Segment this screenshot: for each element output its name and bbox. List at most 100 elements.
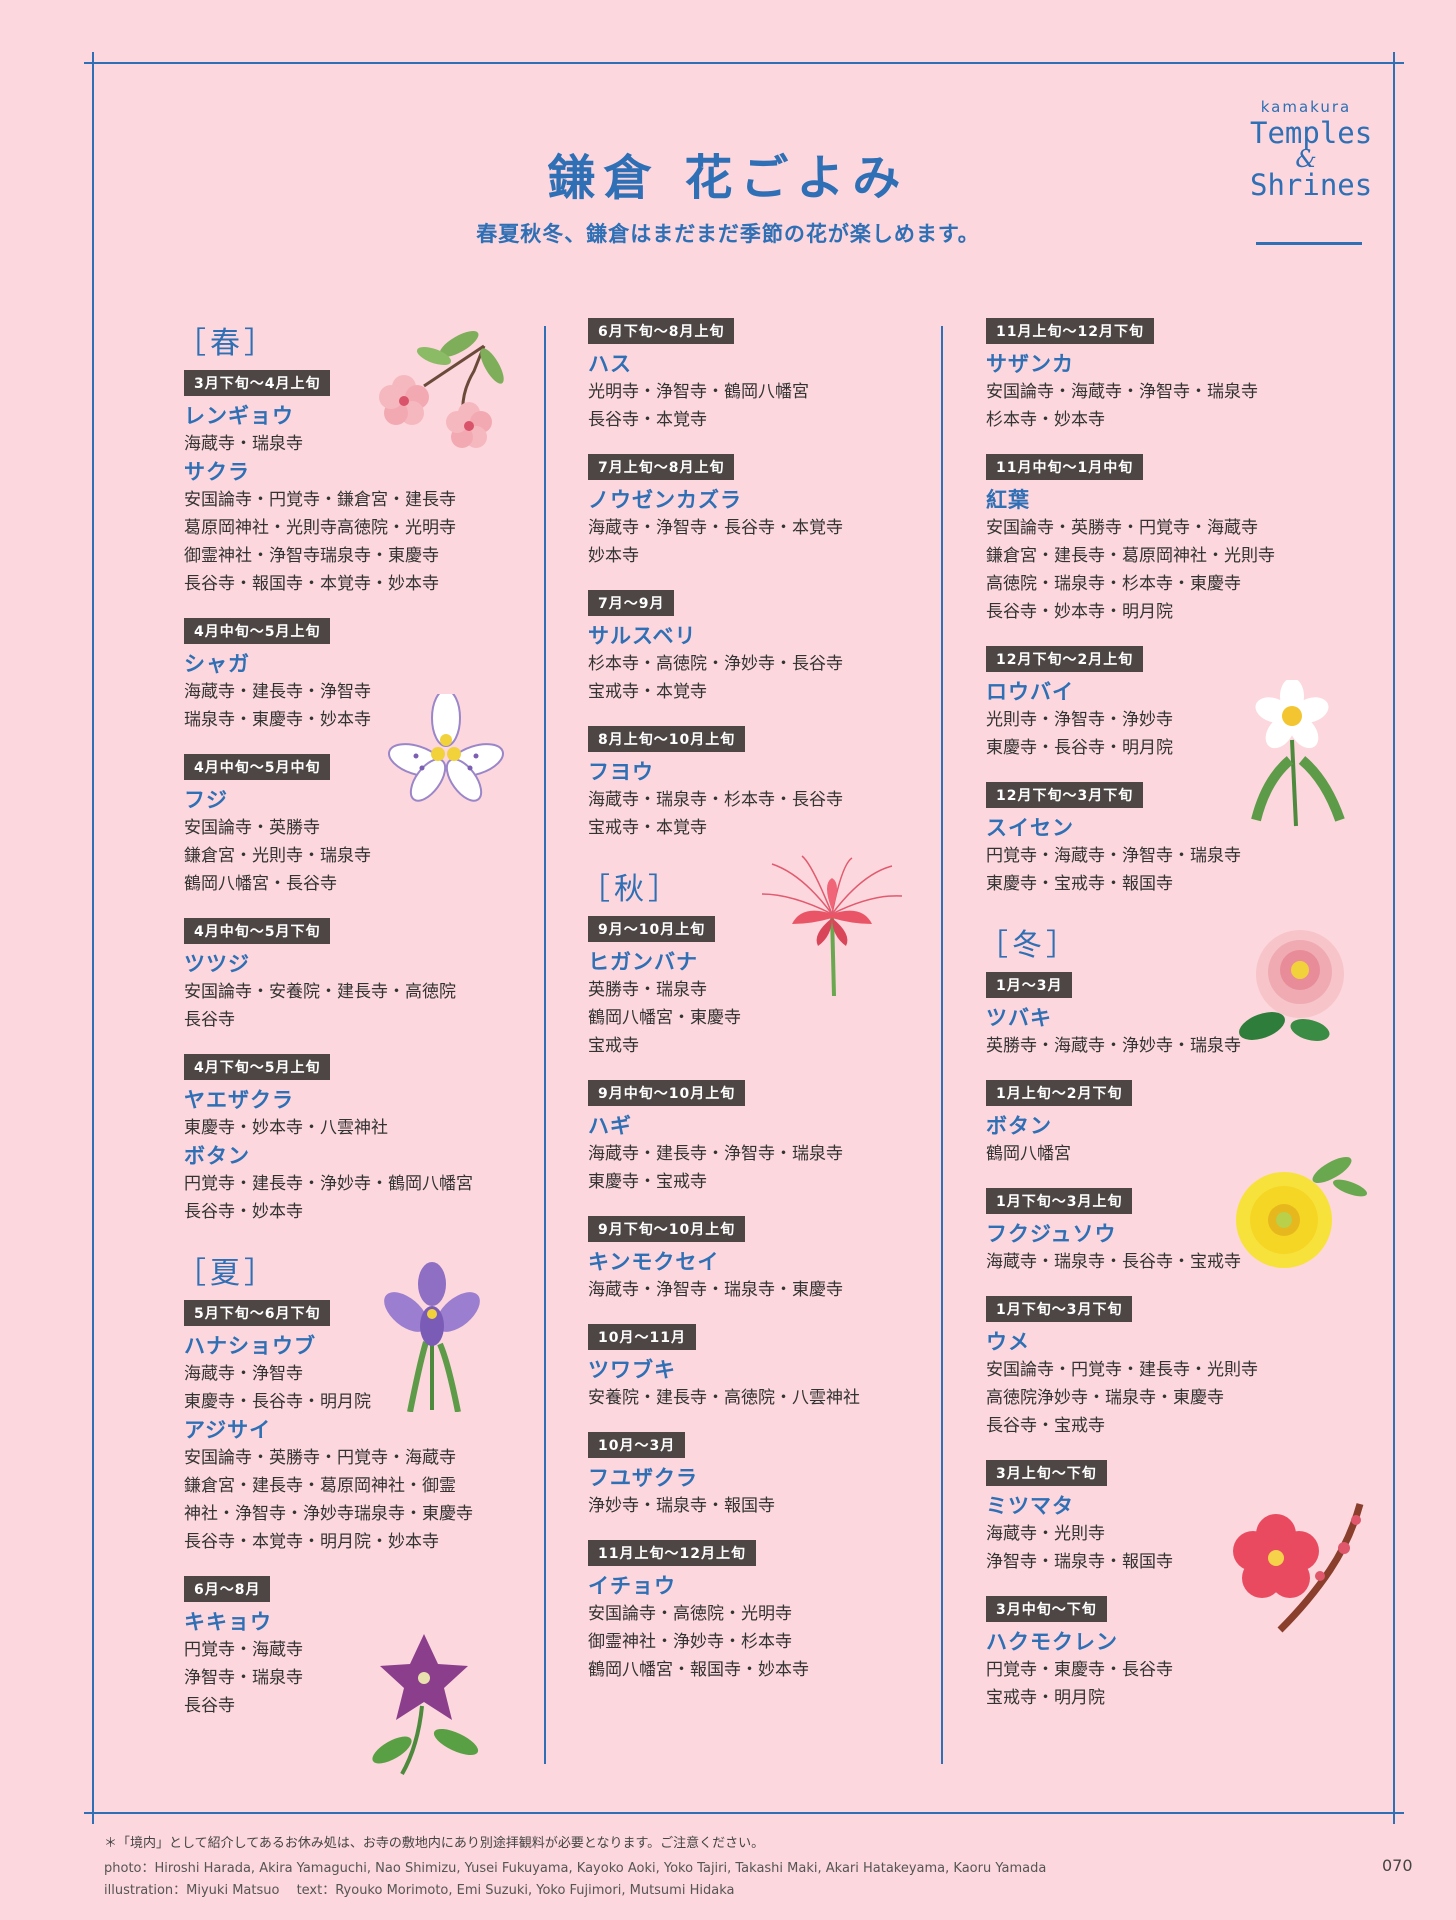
footnote: ＊「境内」として紹介してあるお休み処は、お寺の敷地内にあり別途拝観料が必要となり… — [104, 1836, 765, 1851]
logo-underline — [1256, 242, 1362, 245]
flower-name: ハギ — [588, 1114, 632, 1138]
flower-entry: 7月上旬～8月上旬 ノウゼンカズラ 海蔵寺・浄智寺・長谷寺・本覚寺 妙本寺 — [588, 454, 860, 570]
suisen-illustration — [1251, 680, 1345, 827]
flower-entry: 9月中旬～10月上旬 ハギ 海蔵寺・建長寺・浄智寺・瑞泉寺 東慶寺・宝戒寺 — [588, 1080, 860, 1196]
flower-entry: 6月～8月 キキョウ 円覚寺・海蔵寺 浄智寺・瑞泉寺 長谷寺 — [184, 1576, 473, 1720]
flower-name: フジ — [184, 788, 228, 812]
period-badge: 6月下旬～8月上旬 — [588, 318, 735, 344]
temple-list: 海蔵寺・建長寺・浄智寺 瑞泉寺・東慶寺・妙本寺 — [184, 682, 371, 730]
period-badge: 9月中旬～10月上旬 — [588, 1080, 746, 1106]
page-number: 070 — [1382, 1856, 1413, 1875]
temple-list: 安国論寺・英勝寺・円覚寺・海蔵寺 鎌倉宮・建長寺・葛原岡神社・光則寺 高徳院・瑞… — [986, 518, 1275, 622]
flower-entry: 5月下旬～6月下旬 ハナショウブ 海蔵寺・浄智寺 東慶寺・長谷寺・明月院 アジサイ 安国… — [184, 1300, 473, 1556]
ayame-illustration — [384, 1262, 480, 1412]
flower-entry: 1月下旬～3月上旬 フクジュソウ 海蔵寺・瑞泉寺・長谷寺・宝戒寺 — [986, 1188, 1275, 1276]
flower-name: フクジュソウ — [986, 1222, 1117, 1246]
column-divider-1 — [544, 326, 546, 1764]
season-heading: ［春］ — [176, 326, 278, 361]
flower-entry: 1月～3月 ツバキ 英勝寺・海蔵寺・浄妙寺・瑞泉寺 — [986, 972, 1275, 1060]
logo-temples: Temples — [1250, 116, 1373, 150]
temple-list: 浄妙寺・瑞泉寺・報国寺 — [588, 1496, 775, 1516]
temple-list: 安国論寺・円覚寺・鎌倉宮・建長寺 葛原岡神社・光則寺高徳院・光明寺 御霊神社・浄… — [184, 490, 456, 594]
flower-name: レンギョウ — [184, 404, 294, 428]
season-heading: ［夏］ — [176, 1256, 278, 1291]
flower-entry: 4月下旬～5月上旬 ヤエザクラ 東慶寺・妙本寺・八雲神社 ボタン 円覚寺・建長寺・浄妙寺… — [184, 1054, 473, 1226]
flower-name: ツバキ — [986, 1006, 1052, 1030]
temple-list: 海蔵寺・瑞泉寺・杉本寺・長谷寺 宝戒寺・本覚寺 — [588, 790, 843, 838]
period-badge: 12月下旬～2月上旬 — [986, 646, 1144, 672]
temple-list: 海蔵寺・瑞泉寺・長谷寺・宝戒寺 — [986, 1252, 1241, 1272]
logo-amp: & — [1295, 145, 1317, 173]
temple-list: 光明寺・浄智寺・鶴岡八幡宮 長谷寺・本覚寺 — [588, 382, 809, 430]
flower-entry: 1月上旬～2月下旬 ボタン 鶴岡八幡宮 — [986, 1080, 1275, 1168]
temple-list: 光則寺・浄智寺・浄妙寺 東慶寺・長谷寺・明月院 — [986, 710, 1173, 758]
flower-name: キキョウ — [184, 1610, 272, 1634]
flower-entry: 6月下旬～8月上旬 ハス光明寺・浄智寺・鶴岡八幡宮 長谷寺・本覚寺 — [588, 318, 860, 434]
season-heading: ［冬］ — [978, 928, 1080, 963]
ume-illustration — [1233, 1503, 1364, 1633]
flower-name: アジサイ — [184, 1418, 272, 1442]
page-subtitle: 春夏秋冬、鎌倉はまだまだ季節の花が楽しめます。 — [476, 222, 980, 246]
flower-entry: 11月上旬～12月下旬 サザンカ 安国論寺・海蔵寺・浄智寺・瑞泉寺 杉本寺・妙本寺 — [986, 318, 1275, 434]
period-badge: 1月～3月 — [986, 972, 1073, 998]
flower-entry: 11月中旬～1月中旬 紅葉 安国論寺・英勝寺・円覚寺・海蔵寺 鎌倉宮・建長寺・葛原岡… — [986, 454, 1275, 626]
flower-name: ツワブキ — [588, 1358, 676, 1382]
flower-entry: 12月下旬～2月上旬 ロウバイ光則寺・浄智寺・浄妙寺 東慶寺・長谷寺・明月院 — [986, 646, 1275, 762]
period-badge: 1月下旬～3月下旬 — [986, 1296, 1133, 1322]
flower-entry: 4月中旬～5月下旬 ツツジ 安国論寺・安養院・建長寺・高徳院 長谷寺 — [184, 918, 473, 1034]
fukujuso-illustration — [1236, 1157, 1368, 1268]
temple-list: 安養院・建長寺・高徳院・八雲神社 — [588, 1388, 860, 1408]
frame-top — [84, 62, 1404, 64]
flower-name: ハス — [588, 352, 632, 376]
period-badge: 11月中旬～1月中旬 — [986, 454, 1144, 480]
period-badge: 9月～10月上旬 — [588, 916, 716, 942]
illustration-credit: illustration：Miyuki Matsuo text：Ryouko M… — [104, 1883, 735, 1898]
flower-entry: 3月上旬～下旬 ミツマタ 海蔵寺・光則寺 浄智寺・瑞泉寺・報国寺 — [986, 1460, 1275, 1576]
period-badge: 9月下旬～10月上旬 — [588, 1216, 746, 1242]
flower-entry: 1月下旬～3月下旬 ウメ安国論寺・円覚寺・建長寺・光則寺 高徳院浄妙寺・瑞泉寺・東… — [986, 1296, 1275, 1440]
temple-list: 円覚寺・東慶寺・長谷寺 宝戒寺・明月院 — [986, 1660, 1173, 1708]
flower-name: ロウバイ — [986, 680, 1074, 704]
temple-list: 安国論寺・高徳院・光明寺 御霊神社・浄妙寺・杉本寺 鶴岡八幡宮・報国寺・妙本寺 — [588, 1604, 809, 1680]
flower-name: ヒガンバナ — [588, 950, 698, 974]
temple-list: 円覚寺・建長寺・浄妙寺・鶴岡八幡宮 長谷寺・妙本寺 — [184, 1174, 473, 1222]
flower-name: ボタン — [986, 1114, 1052, 1138]
flower-name: キンモクセイ — [588, 1250, 720, 1274]
flower-name: ボタン — [184, 1144, 250, 1168]
period-badge: 10月～3月 — [588, 1432, 686, 1458]
flower-name: フヨウ — [588, 760, 654, 784]
flower-name: シャガ — [184, 652, 250, 676]
flower-entry: 9月下旬～10月上旬 キンモクセイ 海蔵寺・浄智寺・瑞泉寺・東慶寺 — [588, 1216, 860, 1304]
flower-name: ヤエザクラ — [184, 1088, 294, 1112]
temple-list: 杉本寺・高徳院・浄妙寺・長谷寺 宝戒寺・本覚寺 — [588, 654, 843, 702]
period-badge: 4月中旬～5月下旬 — [184, 918, 331, 944]
column-2: 6月下旬～8月上旬 ハス光明寺・浄智寺・鶴岡八幡宮 長谷寺・本覚寺 7月上旬～8月上… — [580, 318, 860, 1704]
period-badge: 7月上旬～8月上旬 — [588, 454, 735, 480]
period-badge: 11月上旬～12月下旬 — [986, 318, 1154, 344]
flower-name: サルスベリ — [588, 624, 697, 648]
flower-name: サクラ — [184, 460, 250, 484]
higanbana-illustration — [761, 855, 903, 997]
temple-list: 海蔵寺・浄智寺・長谷寺・本覚寺 妙本寺 — [588, 518, 843, 566]
temple-list: 東慶寺・妙本寺・八雲神社 — [184, 1118, 388, 1138]
period-badge: 11月上旬～12月上旬 — [588, 1540, 756, 1566]
temple-list: 海蔵寺・光則寺 浄智寺・瑞泉寺・報国寺 — [986, 1524, 1173, 1572]
frame-bottom — [84, 1812, 1404, 1814]
logo-kamakura: kamakura — [1260, 98, 1352, 116]
period-badge: 4月中旬～5月上旬 — [184, 618, 331, 644]
flower-entry: 4月中旬～5月上旬 シャガ海蔵寺・建長寺・浄智寺 瑞泉寺・東慶寺・妙本寺 — [184, 618, 473, 734]
photo-credit: photo：Hiroshi Harada, Akira Yamaguchi, N… — [104, 1861, 1047, 1876]
flower-name: ハナショウブ — [184, 1334, 316, 1358]
temple-list: 安国論寺・海蔵寺・浄智寺・瑞泉寺 杉本寺・妙本寺 — [986, 382, 1258, 430]
temple-list: 円覚寺・海蔵寺 浄智寺・瑞泉寺 長谷寺 — [184, 1640, 303, 1716]
temple-list: 安国論寺・円覚寺・建長寺・光則寺 高徳院浄妙寺・瑞泉寺・東慶寺 長谷寺・宝戒寺 — [986, 1360, 1258, 1436]
flower-name: スイセン — [986, 816, 1074, 840]
flower-name: フユザクラ — [588, 1466, 698, 1490]
flower-name: ウメ — [986, 1330, 1030, 1354]
period-badge: 3月下旬～4月上旬 — [184, 370, 331, 396]
flower-entry: 11月上旬～12月上旬 イチョウ 安国論寺・高徳院・光明寺 御霊神社・浄妙寺・杉本寺… — [588, 1540, 860, 1684]
shaga-illustration — [388, 694, 504, 802]
frame-left — [92, 52, 94, 1824]
temple-list: 円覚寺・海蔵寺・浄智寺・瑞泉寺 東慶寺・宝戒寺・報国寺 — [986, 846, 1241, 894]
flower-entry: 10月～3月 フユザクラ浄妙寺・瑞泉寺・報国寺 — [588, 1432, 860, 1520]
